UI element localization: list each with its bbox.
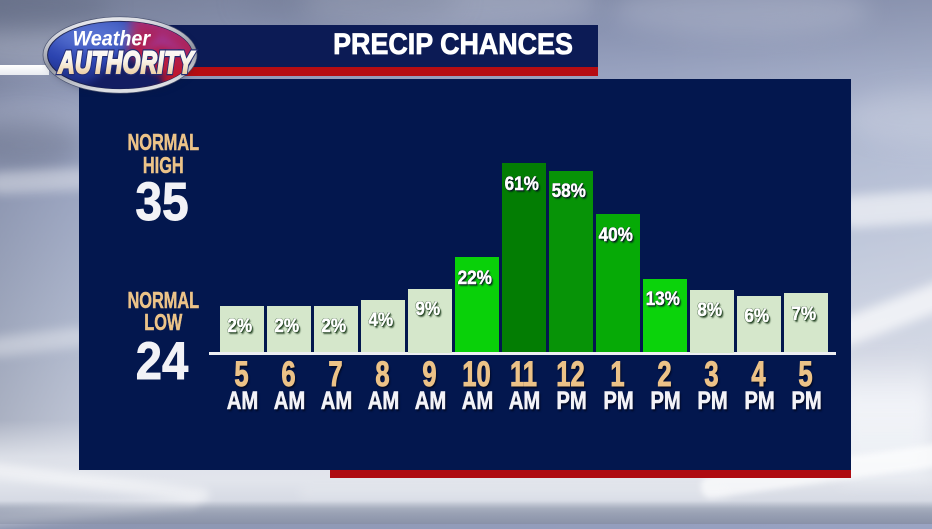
svg-text:Weather: Weather [72,27,151,51]
svg-text:AUTHORITY: AUTHORITY [57,44,195,80]
svg-text:AUTHORITY: AUTHORITY [57,44,195,80]
